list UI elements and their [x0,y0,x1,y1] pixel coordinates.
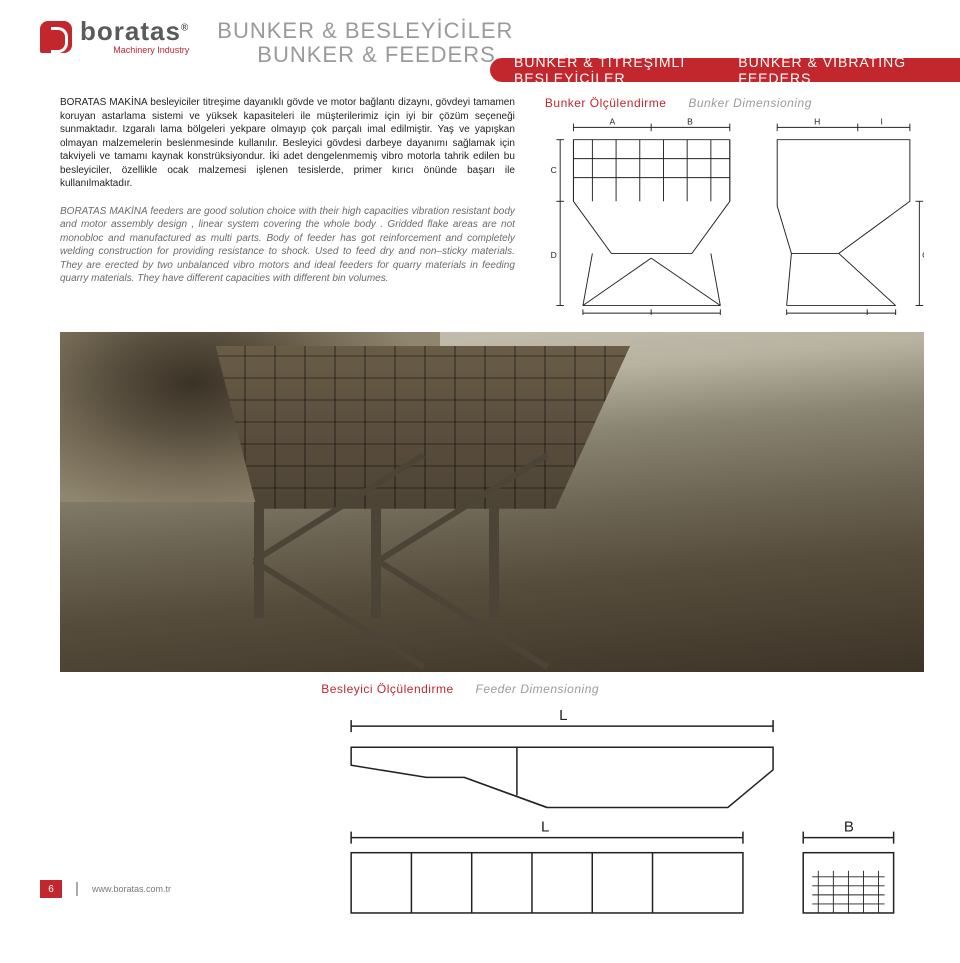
bunker-dim-title: Bunker Ölçülendirme Bunker Dimensioning [545,96,924,110]
paragraph-en: BORATAS MAKİNA feeders are good solution… [60,205,515,286]
label-B-end: B [844,819,854,836]
feeder-dim-en: Feeder Dimensioning [475,682,599,696]
text-column: BORATAS MAKİNA besleyiciler titreşime da… [60,96,515,320]
spacer [60,682,291,963]
paragraph-tr: BORATAS MAKİNA besleyiciler titreşime da… [60,96,515,191]
subtitle-tr: BUNKER & TİTREŞİMLİ BESLEYİCİLER [514,54,738,86]
logo-mark [40,21,72,53]
label-C: C [551,165,557,175]
label-L-side: L [559,707,567,724]
lower-row: Besleyici Ölçülendirme Feeder Dimensioni… [0,672,960,963]
footer-url: www.boratas.com.tr [92,884,171,894]
bunker-dim-block: Bunker Ölçülendirme Bunker Dimensioning [545,96,924,320]
bunker-dim-tr: Bunker Ölçülendirme [545,96,667,110]
content-row: BORATAS MAKİNA besleyiciler titreşime da… [0,78,960,320]
bunker-dim-en: Bunker Dimensioning [688,96,812,110]
footer: 6 www.boratas.com.tr [40,880,171,898]
label-L-plan: L [541,819,549,836]
page-number: 6 [40,880,62,898]
bunker-drawing: A B C D E F G H I J K [545,116,924,315]
photo-frame [233,502,579,618]
logo-subtitle: Machinery Industry [80,46,189,55]
logo-name: boratas [80,16,181,46]
photo-leg [489,502,499,618]
feeder-dim-block: Besleyici Ölçülendirme Feeder Dimensioni… [321,682,924,963]
logo-text: boratas® [80,18,189,44]
product-photo [60,332,924,672]
feeder-dim-tr: Besleyici Ölçülendirme [321,682,453,696]
footer-divider [76,882,78,896]
label-I: I [880,117,882,127]
title-line2: BUNKER & FEEDERS [257,42,513,68]
logo-text-wrap: boratas® Machinery Industry [80,18,189,55]
label-G: G [922,250,924,260]
logo: boratas® Machinery Industry [40,18,189,55]
subtitle-en: BUNKER & VIBRATING FEEDERS [738,54,930,86]
feeder-dim-title: Besleyici Ölçülendirme Feeder Dimensioni… [321,682,924,696]
photo-hopper [216,346,631,509]
label-H: H [814,117,820,127]
logo-reg: ® [181,22,189,33]
label-A: A [609,117,615,127]
section-title: BUNKER & BESLEYİCİLER BUNKER & FEEDERS [217,18,513,68]
subtitle-bar: BUNKER & TİTREŞİMLİ BESLEYİCİLER BUNKER … [490,58,960,82]
feeder-drawing: L L B [321,702,924,958]
title-line1: BUNKER & BESLEYİCİLER [217,18,513,44]
label-D: D [551,250,557,260]
label-B: B [687,117,693,127]
